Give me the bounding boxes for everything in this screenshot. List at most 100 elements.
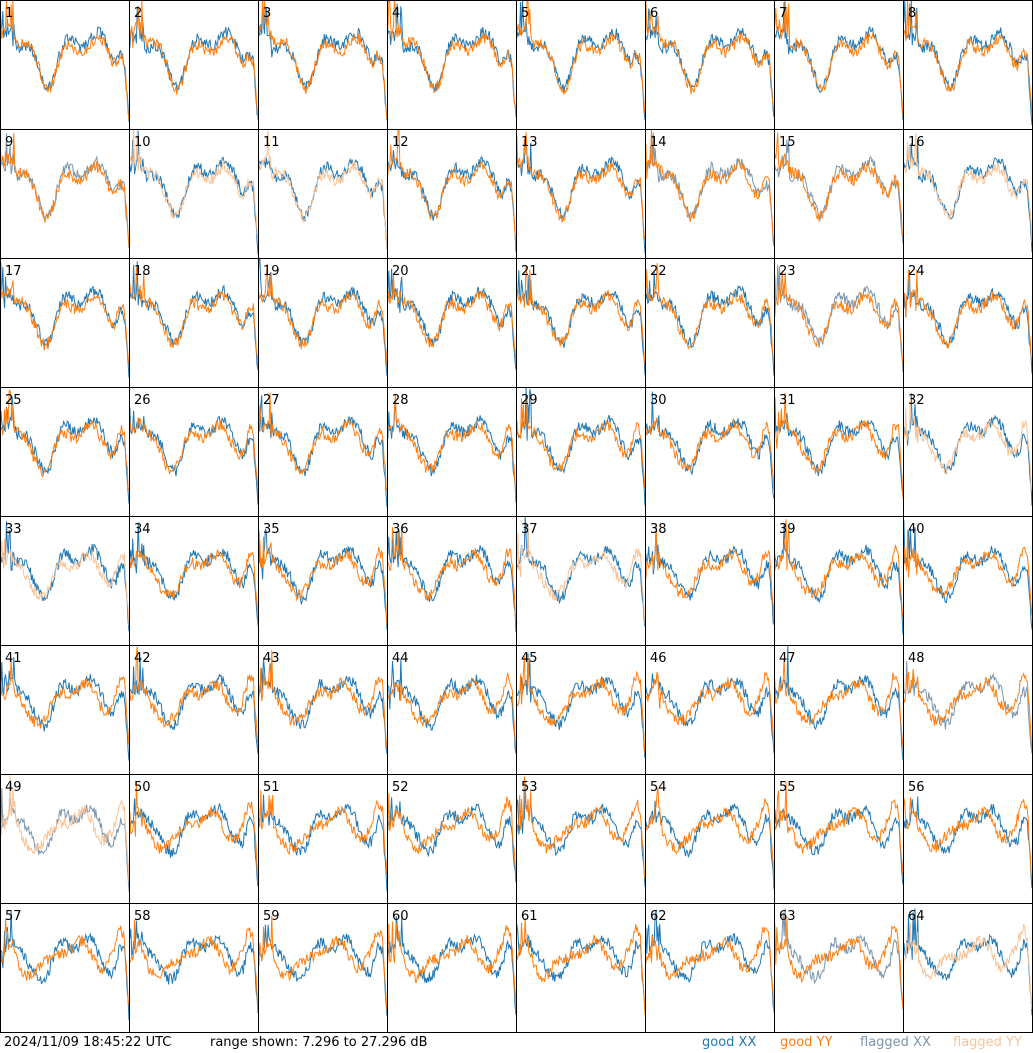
panel-label: 50 (134, 780, 151, 795)
trace-yy-20 (387, 274, 516, 366)
trace-xx-30 (645, 391, 774, 499)
panel-label: 53 (521, 780, 538, 795)
trace-yy-55 (774, 782, 903, 875)
panel-7: 7 (774, 0, 904, 130)
panel-label: 59 (263, 909, 280, 924)
trace-yy-13 (516, 132, 645, 239)
panel-label: 18 (134, 264, 151, 279)
panel-label: 13 (521, 135, 538, 150)
panel-9: 9 (0, 129, 130, 259)
trace-yy-12 (387, 129, 516, 248)
trace-yy-11 (258, 129, 387, 249)
trace-yy-21 (516, 264, 645, 364)
trace-yy-45 (516, 656, 645, 754)
trace-yy-29 (516, 398, 645, 489)
panel-label: 19 (263, 264, 280, 279)
panel-54: 54 (645, 774, 775, 904)
trace-yy-8 (903, 0, 1032, 119)
panel-22: 22 (645, 258, 775, 388)
panel-label: 21 (521, 264, 538, 279)
trace-yy-17 (0, 262, 129, 364)
timestamp: 2024/11/09 18:45:22 UTC (4, 1035, 172, 1050)
panel-label: 45 (521, 651, 538, 666)
panel-label: 7 (779, 6, 787, 21)
range-readout: range shown: 7.296 to 27.296 dB (210, 1035, 428, 1050)
panel-label: 48 (908, 651, 925, 666)
trace-yy-4 (387, 0, 516, 116)
panel-38: 38 (645, 516, 775, 646)
trace-yy-38 (645, 525, 774, 626)
panel-label: 47 (779, 651, 796, 666)
panel-label: 16 (908, 135, 925, 150)
panel-59: 59 (258, 903, 388, 1033)
trace-xx-58 (129, 920, 258, 1014)
panel-15: 15 (774, 129, 904, 259)
trace-yy-63 (774, 916, 903, 1009)
trace-yy-22 (645, 261, 774, 366)
trace-xx-42 (129, 656, 258, 754)
trace-xx-7 (774, 1, 903, 120)
panel-label: 14 (650, 135, 667, 150)
panel-label: 43 (263, 651, 280, 666)
trace-yy-3 (258, 0, 387, 119)
panel-55: 55 (774, 774, 904, 904)
panel-51: 51 (258, 774, 388, 904)
panel-16: 16 (903, 129, 1033, 259)
trace-yy-37 (516, 524, 645, 624)
panel-62: 62 (645, 903, 775, 1033)
trace-xx-16 (903, 141, 1032, 253)
trace-yy-32 (903, 398, 1032, 491)
panel-18: 18 (129, 258, 259, 388)
panel-label: 29 (521, 393, 538, 408)
panel-label: 33 (5, 522, 22, 537)
panel-44: 44 (387, 645, 517, 775)
panel-63: 63 (774, 903, 904, 1033)
panel-label: 8 (908, 6, 916, 21)
trace-yy-23 (774, 270, 903, 365)
trace-xx-29 (516, 387, 645, 506)
panel-frame (516, 0, 646, 130)
trace-yy-47 (774, 657, 903, 747)
trace-xx-31 (774, 397, 903, 497)
panel-label: 1 (5, 6, 13, 21)
panel-46: 46 (645, 645, 775, 775)
trace-xx-46 (645, 673, 774, 754)
trace-yy-10 (129, 129, 258, 238)
panel-label: 64 (908, 909, 925, 924)
legend-flagged-yy: flagged YY (953, 1035, 1022, 1050)
panel-label: 58 (134, 909, 151, 924)
panel-label: 56 (908, 780, 925, 795)
panel-1: 1 (0, 0, 130, 130)
trace-xx-60 (387, 916, 516, 1016)
trace-yy-51 (258, 790, 387, 874)
panel-frame (0, 0, 130, 130)
trace-xx-38 (645, 529, 774, 626)
trace-xx-64 (903, 908, 1032, 1016)
panel-label: 32 (908, 393, 925, 408)
trace-yy-34 (129, 549, 258, 625)
trace-xx-57 (0, 910, 129, 1021)
trace-yy-62 (645, 926, 774, 1013)
trace-xx-35 (258, 528, 387, 631)
panel-label: 30 (650, 393, 667, 408)
panel-56: 56 (903, 774, 1033, 904)
trace-xx-63 (774, 908, 903, 1010)
legend-good-xx: good XX (702, 1035, 757, 1050)
trace-xx-33 (0, 521, 129, 632)
trace-yy-57 (0, 918, 129, 1006)
panel-label: 25 (5, 393, 22, 408)
panel-27: 27 (258, 387, 388, 517)
trace-yy-7 (774, 0, 903, 117)
panel-43: 43 (258, 645, 388, 775)
panel-23: 23 (774, 258, 904, 388)
trace-xx-15 (774, 139, 903, 244)
panel-label: 15 (779, 135, 796, 150)
trace-yy-14 (645, 129, 774, 245)
panel-29: 29 (516, 387, 646, 517)
trace-yy-28 (387, 394, 516, 497)
trace-yy-39 (774, 519, 903, 618)
trace-xx-6 (645, 8, 774, 117)
trace-xx-52 (387, 779, 516, 883)
panel-frame (0, 129, 130, 259)
trace-xx-26 (129, 407, 258, 505)
